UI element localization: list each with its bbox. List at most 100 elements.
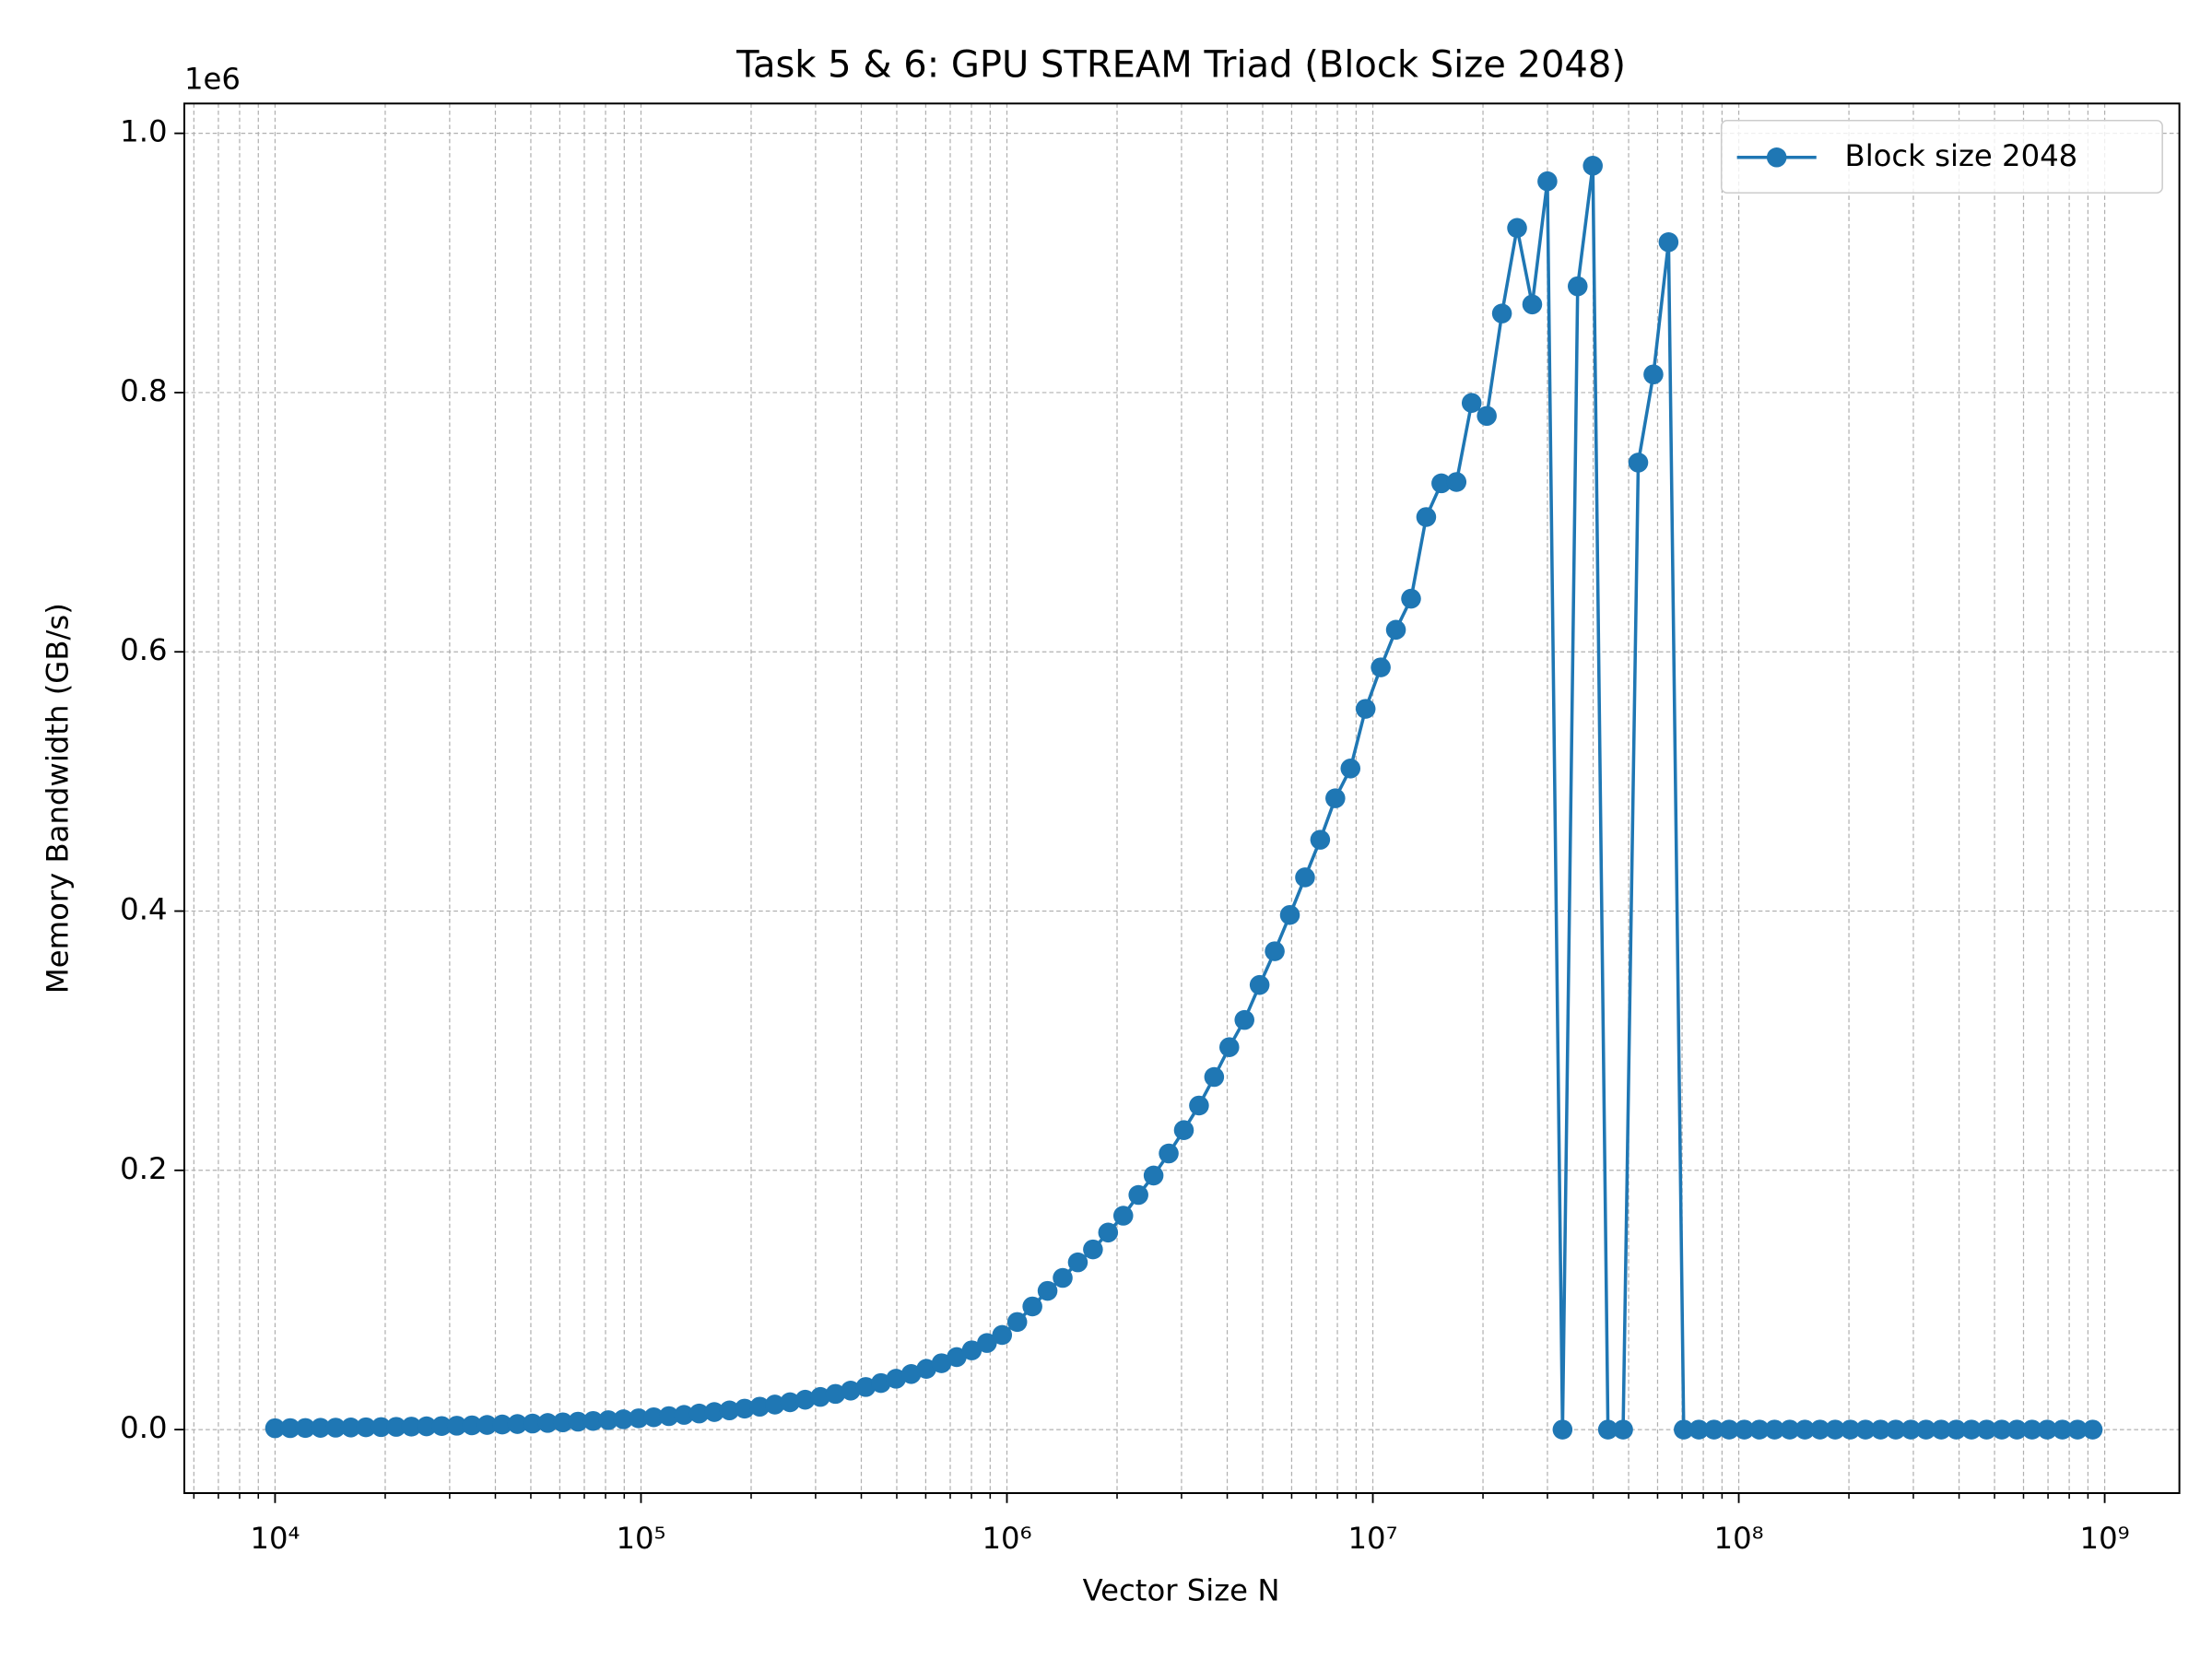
data-point	[552, 1412, 573, 1433]
data-point	[1310, 830, 1331, 850]
data-point	[1098, 1222, 1119, 1243]
data-point	[961, 1340, 982, 1360]
data-point	[1780, 1419, 1800, 1440]
data-point	[371, 1417, 392, 1438]
data-point	[1401, 588, 1421, 609]
data-point	[1416, 507, 1437, 527]
data-point	[2082, 1419, 2103, 1440]
data-point	[1431, 473, 1452, 494]
data-point	[1325, 788, 1346, 808]
data-point	[749, 1396, 771, 1418]
data-point	[794, 1389, 816, 1410]
data-point	[2037, 1419, 2057, 1440]
legend-label: Block size 2048	[1845, 138, 2078, 173]
data-point	[1825, 1419, 1845, 1440]
data-point	[688, 1403, 710, 1424]
data-point	[658, 1406, 679, 1427]
data-point	[537, 1413, 559, 1433]
data-point	[1279, 904, 1300, 925]
data-point	[1204, 1066, 1225, 1088]
data-point	[1491, 303, 1512, 324]
data-point	[1597, 1419, 1618, 1440]
data-point	[1658, 232, 1679, 253]
x-tick-label: 10⁶	[982, 1521, 1031, 1556]
data-point	[1234, 1009, 1254, 1030]
data-point	[1295, 867, 1315, 888]
y-tick-label: 0.0	[120, 1410, 167, 1445]
data-point	[1915, 1419, 1936, 1440]
data-point	[810, 1386, 830, 1407]
data-point	[2006, 1419, 2028, 1440]
data-point	[1809, 1419, 1830, 1440]
y-tick-label: 0.4	[120, 892, 167, 927]
data-point	[1173, 1120, 1194, 1140]
data-point	[523, 1413, 543, 1434]
data-point	[1083, 1239, 1103, 1260]
data-point	[1628, 453, 1649, 473]
data-point	[2067, 1419, 2088, 1440]
data-point	[1567, 276, 1588, 297]
data-point	[1265, 941, 1285, 961]
data-point	[643, 1406, 665, 1428]
data-point	[446, 1416, 467, 1436]
data-point	[886, 1369, 907, 1389]
y-tick-label: 0.6	[120, 632, 167, 667]
data-point	[1037, 1280, 1058, 1301]
data-point	[1886, 1419, 1906, 1440]
x-axis-label: Vector Size N	[1083, 1573, 1280, 1608]
data-point	[1461, 393, 1482, 413]
data-point	[492, 1414, 512, 1435]
data-point	[1764, 1419, 1785, 1440]
data-point	[1794, 1419, 1816, 1440]
data-point	[1613, 1419, 1633, 1440]
data-point	[719, 1400, 740, 1421]
chart-title: Task 5 & 6: GPU STREAM Triad (Block Size…	[735, 43, 1626, 86]
data-point	[1961, 1419, 1982, 1440]
data-point	[1053, 1267, 1073, 1288]
data-point	[900, 1364, 922, 1384]
data-point	[629, 1408, 649, 1429]
data-point	[280, 1418, 300, 1439]
x-tick-label: 10⁹	[2080, 1521, 2130, 1556]
data-point	[1340, 759, 1361, 779]
data-point	[2052, 1419, 2073, 1440]
data-point	[1734, 1419, 1755, 1440]
data-point	[1189, 1095, 1209, 1116]
data-point	[1946, 1419, 1967, 1440]
plot-area	[265, 156, 2103, 1440]
data-point	[598, 1410, 618, 1430]
data-point	[674, 1405, 694, 1425]
x-tick-label: 10⁷	[1347, 1521, 1397, 1556]
data-point	[1840, 1419, 1861, 1440]
data-point	[1674, 1419, 1694, 1440]
data-point	[977, 1333, 997, 1353]
data-point	[582, 1410, 604, 1431]
data-point	[1749, 1419, 1770, 1440]
data-point	[1067, 1252, 1088, 1273]
data-point	[871, 1372, 891, 1394]
data-point	[265, 1418, 286, 1439]
data-point	[1992, 1419, 2012, 1440]
data-point	[462, 1415, 482, 1436]
data-point	[356, 1417, 376, 1438]
data-point	[1522, 294, 1543, 315]
data-point	[1688, 1419, 1710, 1440]
data-point	[1900, 1419, 1922, 1440]
data-point	[295, 1418, 316, 1439]
data-point	[1446, 472, 1467, 492]
data-point	[1976, 1419, 1997, 1440]
data-point	[1703, 1419, 1724, 1440]
data-point	[931, 1353, 952, 1373]
x-tick-label: 10⁴	[250, 1521, 300, 1556]
data-point	[855, 1377, 877, 1397]
y-axis-label: Memory Bandwidth (GB/s)	[41, 603, 76, 994]
data-point	[1931, 1419, 1951, 1440]
data-point	[1643, 364, 1664, 385]
data-point	[2022, 1419, 2042, 1440]
x-tick-label: 10⁸	[1714, 1521, 1764, 1556]
data-point	[735, 1398, 755, 1419]
data-point	[992, 1324, 1013, 1346]
data-point	[1143, 1165, 1164, 1186]
